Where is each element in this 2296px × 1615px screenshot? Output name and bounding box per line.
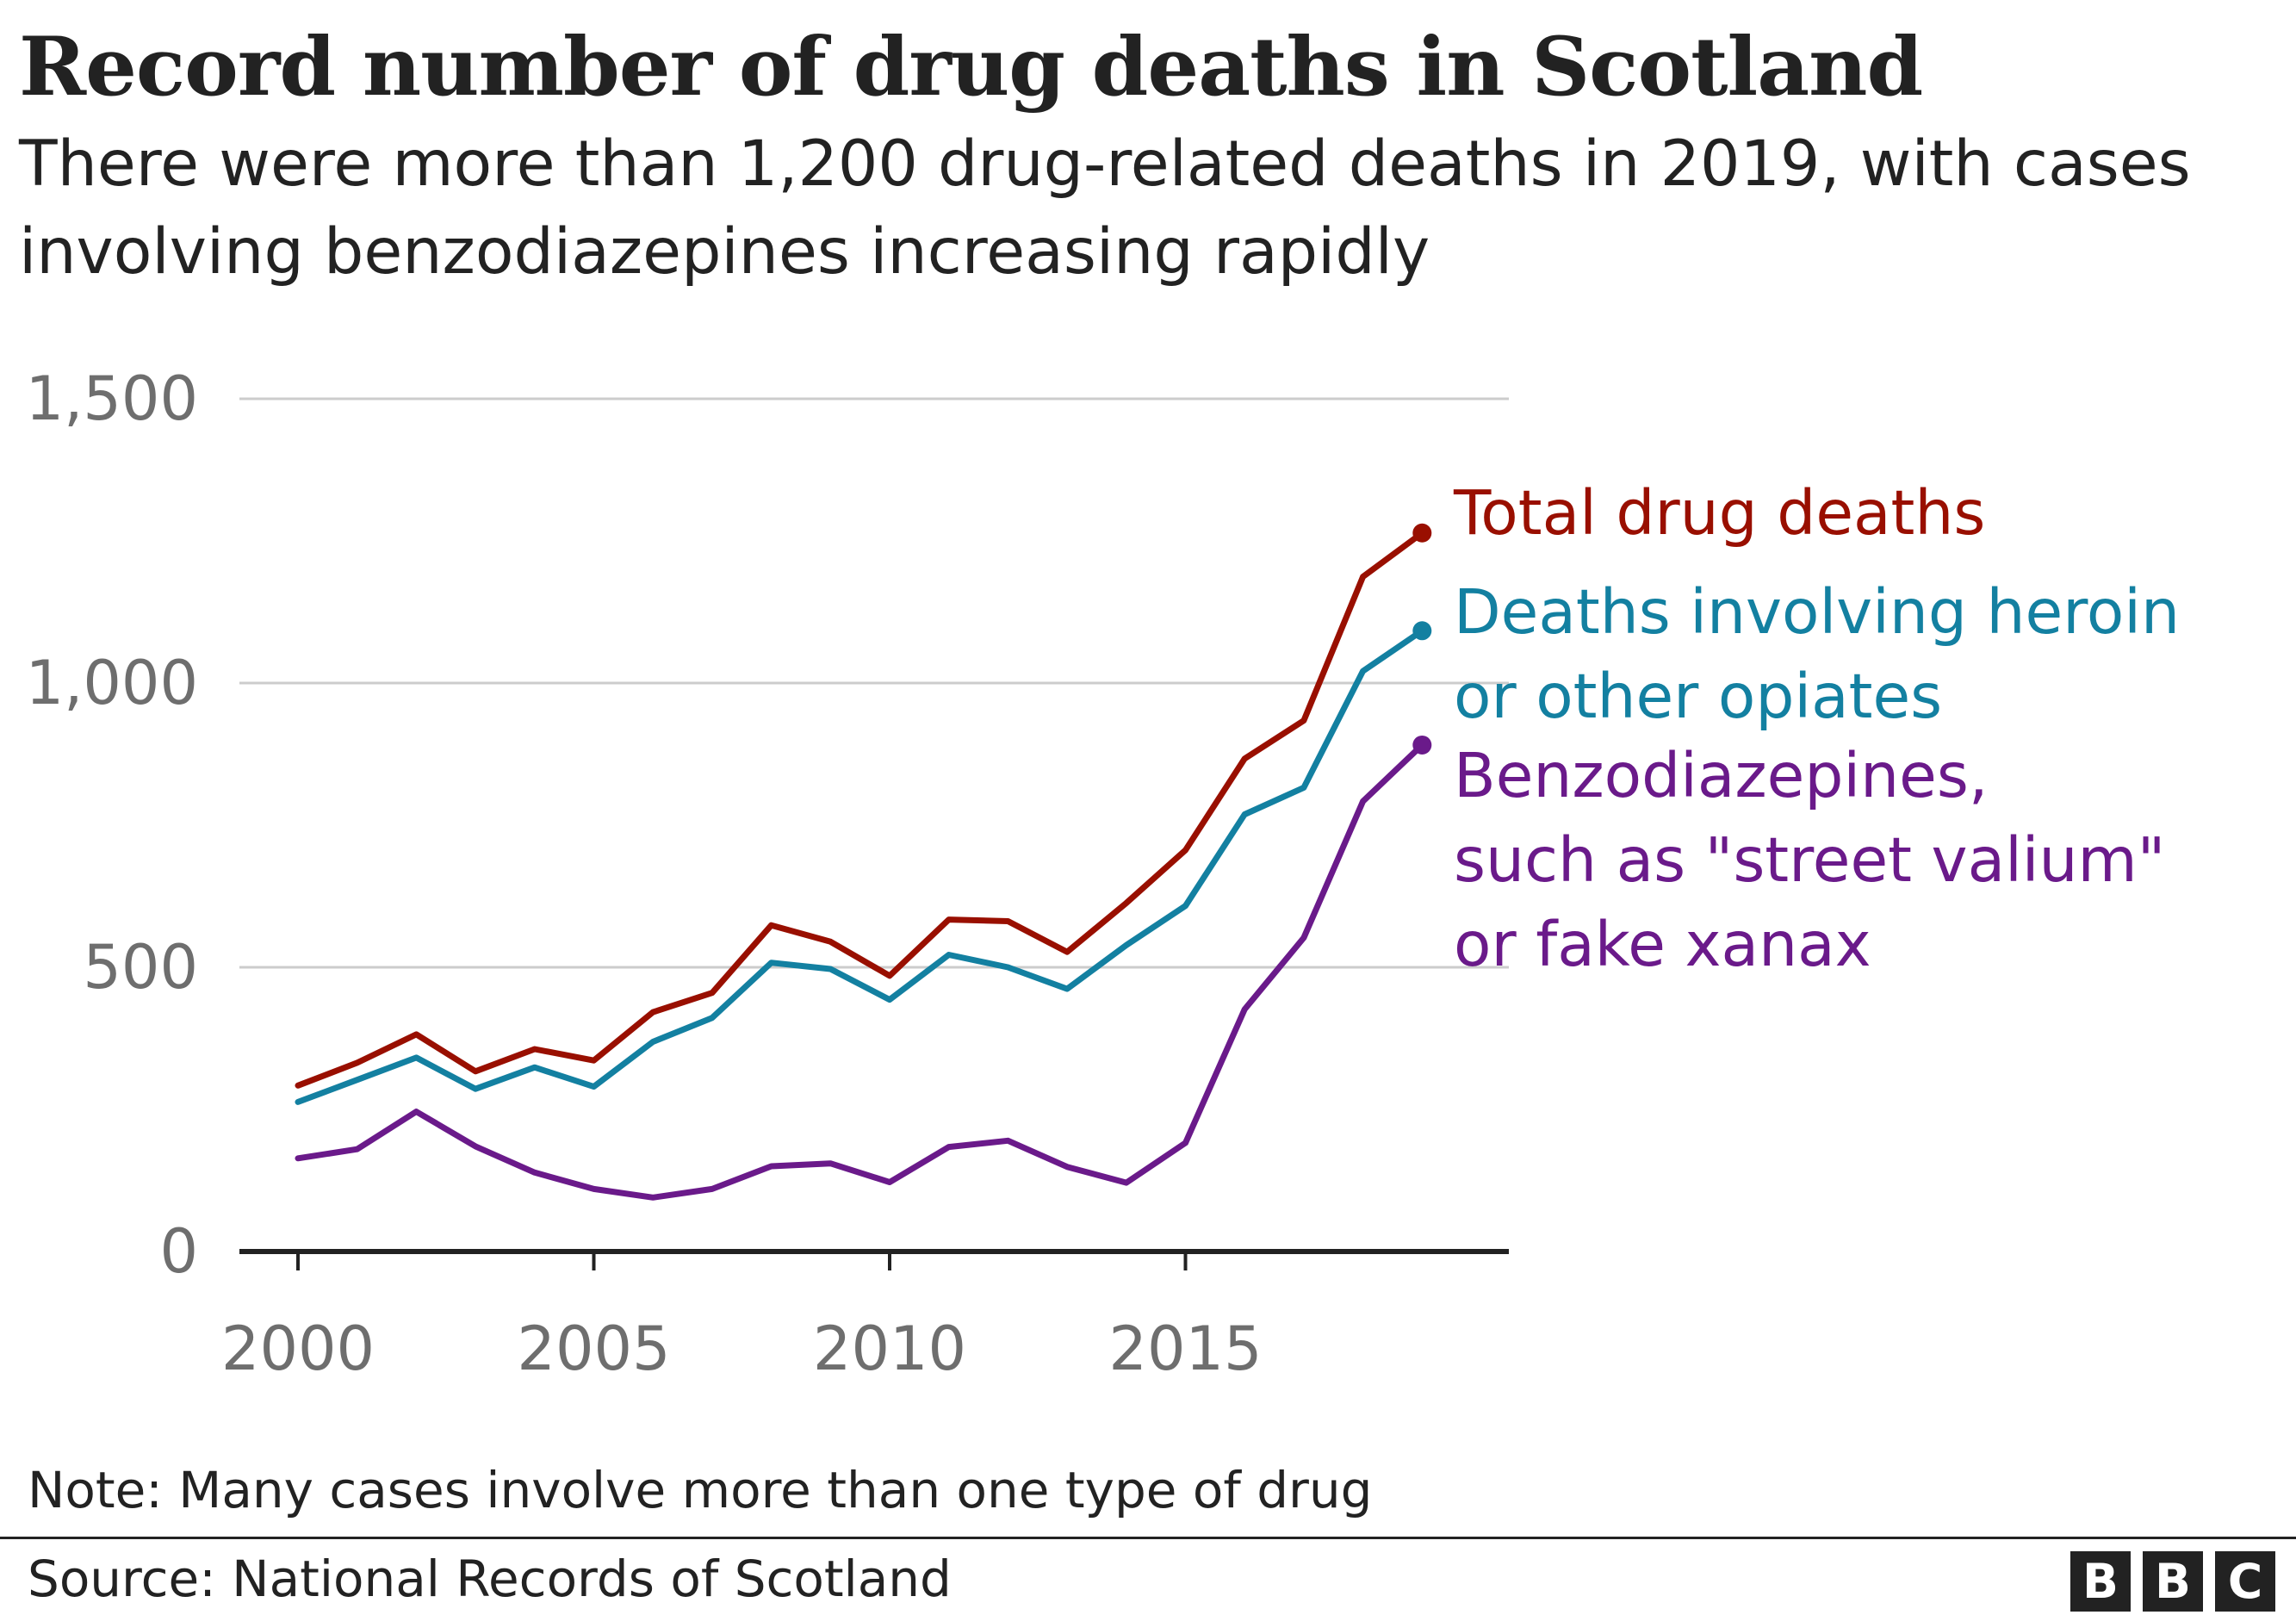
series-label: Benzodiazepines, such as "street valium" o… bbox=[1454, 740, 2165, 980]
series-line bbox=[295, 530, 1425, 1089]
x-tick-label: 2005 bbox=[517, 1314, 670, 1384]
series-line bbox=[295, 627, 1425, 1105]
series-end-marker bbox=[1412, 523, 1432, 543]
series-label-line: Deaths involving heroin bbox=[1454, 576, 2180, 648]
series-end-marker bbox=[1412, 621, 1432, 641]
series-label-line: or fake xanax bbox=[1454, 909, 1871, 980]
series-label-line: or other opiates bbox=[1454, 661, 1942, 732]
chart-note: Note: Many cases involve more than one t… bbox=[28, 1461, 1373, 1519]
x-tick-label: 2010 bbox=[813, 1314, 966, 1384]
series-label-line: Benzodiazepines, bbox=[1454, 740, 1988, 811]
x-tick-label: 2000 bbox=[221, 1314, 375, 1384]
series-line bbox=[295, 742, 1425, 1201]
bbc-logo: B B C bbox=[2070, 1551, 2275, 1612]
chart-subtitle: There were more than 1,200 drug-related … bbox=[19, 127, 2191, 289]
series-label: Total drug deaths bbox=[1453, 477, 1985, 549]
y-tick-label: 1,500 bbox=[26, 363, 198, 434]
bbc-logo-letter: B bbox=[2070, 1551, 2131, 1612]
chart-title: Record number of drug deaths in Scotland bbox=[19, 20, 1923, 115]
x-tick-label: 2015 bbox=[1108, 1314, 1262, 1384]
source-text: Source: National Records of Scotland bbox=[28, 1550, 952, 1608]
bbc-logo-letter: B bbox=[2143, 1551, 2203, 1612]
series-label-line: such as "street valium" bbox=[1454, 824, 2165, 896]
series-end-marker bbox=[1412, 735, 1432, 755]
y-tick-label: 0 bbox=[159, 1216, 198, 1287]
series-label: Deaths involving heroin or other opiates bbox=[1454, 576, 2180, 732]
series-label-line: Total drug deaths bbox=[1453, 477, 1985, 549]
y-tick-label: 500 bbox=[83, 932, 198, 1003]
footer-divider bbox=[0, 1537, 2296, 1539]
y-tick-label: 1,000 bbox=[26, 648, 198, 718]
line-chart: 0 500 1,000 1,500 2000 2005 2010 2015 Total dru… bbox=[26, 363, 2180, 1384]
bbc-logo-letter: C bbox=[2215, 1551, 2275, 1612]
